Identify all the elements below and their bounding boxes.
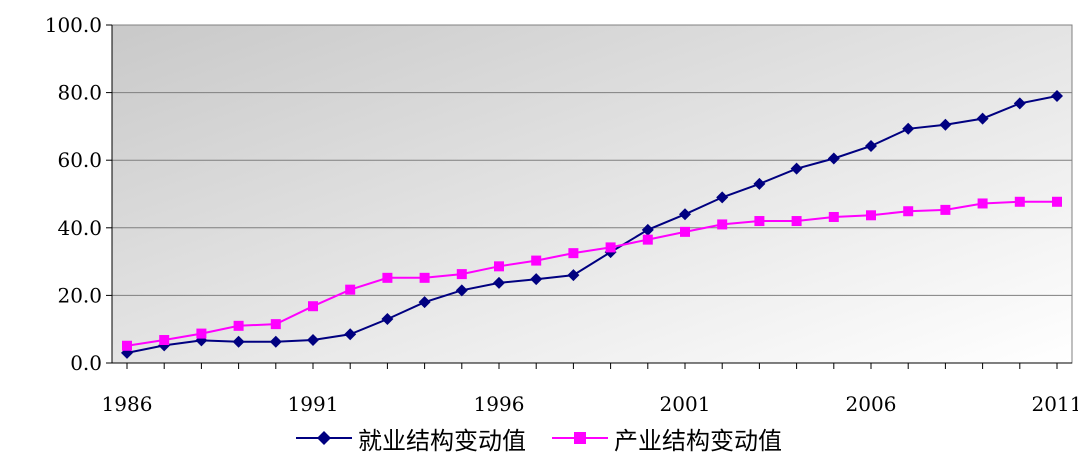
data-point [791, 216, 802, 227]
x-tick-label: 1986 [102, 392, 153, 416]
data-point [939, 118, 952, 131]
data-point [680, 226, 690, 237]
data-point [1013, 97, 1026, 110]
y-tick-label: 60.0 [57, 148, 102, 172]
data-point [530, 273, 543, 286]
data-point [790, 162, 803, 175]
data-point [1014, 196, 1025, 207]
data-point [270, 319, 281, 330]
x-tick-label: 1991 [288, 392, 339, 416]
data-point [642, 234, 653, 245]
y-tick-label: 100.0 [45, 13, 102, 37]
legend-label-industry: 产业结构变动值 [614, 426, 782, 455]
data-point [903, 206, 914, 217]
data-point [232, 335, 245, 348]
data-point [531, 255, 542, 266]
data-point [754, 216, 765, 227]
data-point [605, 242, 616, 253]
data-point [716, 191, 729, 204]
legend-label-employment: 就业结构变动值 [358, 426, 526, 455]
data-point [382, 272, 393, 283]
plot-area [111, 24, 1073, 364]
data-point [269, 335, 282, 348]
data-point [345, 284, 356, 295]
square-marker-icon [552, 432, 608, 444]
data-point [866, 210, 876, 221]
y-tick-labels: 0.0 20.0 40.0 60.0 80.0 100.0 [45, 13, 102, 375]
data-point [307, 334, 319, 347]
y-tick-label: 0.0 [70, 351, 102, 375]
data-point [1051, 89, 1063, 102]
data-point [976, 112, 989, 125]
data-point [122, 340, 132, 351]
diamond-marker-icon [296, 431, 352, 445]
data-point [1052, 196, 1062, 207]
data-point [419, 272, 430, 283]
data-point [717, 219, 728, 230]
data-point [567, 269, 580, 282]
x-tick-label: 2011 [1032, 392, 1078, 416]
data-point [977, 198, 988, 209]
data-point [493, 276, 505, 289]
data-point [827, 152, 840, 165]
data-point [494, 261, 504, 272]
series-2 [122, 196, 1062, 351]
data-point [641, 223, 654, 236]
data-point [455, 284, 468, 297]
data-point [679, 208, 691, 221]
data-point [344, 328, 357, 341]
legend-item-industry: 产业结构变动值 [552, 421, 782, 456]
y-tick-label: 40.0 [57, 216, 102, 240]
x-tick-label: 2001 [660, 392, 711, 416]
x-tick-labels: 1986 1991 1996 2001 2006 2011 [102, 392, 1078, 416]
axes [106, 24, 1072, 369]
x-tick-label: 2006 [846, 392, 897, 416]
data-point [308, 301, 318, 312]
series-1 [121, 89, 1063, 359]
data-point [828, 211, 839, 222]
data-point [196, 328, 207, 339]
gridlines [112, 92, 1072, 296]
legend-item-employment: 就业结构变动值 [296, 421, 526, 456]
data-point [753, 177, 766, 190]
data-point [456, 269, 467, 280]
data-point [381, 313, 394, 326]
series-group [121, 89, 1063, 359]
data-point [940, 204, 951, 215]
data-point [159, 335, 170, 346]
data-point [865, 140, 877, 153]
series-line [126, 95, 1058, 354]
data-point [568, 248, 579, 259]
series-line [126, 200, 1057, 347]
x-tick-label: 1996 [474, 392, 525, 416]
legend: 就业结构变动值 产业结构变动值 [0, 418, 1078, 458]
data-point [902, 122, 915, 135]
y-tick-label: 80.0 [57, 81, 102, 105]
data-point [233, 320, 244, 331]
y-tick-label: 20.0 [57, 283, 102, 307]
data-point [418, 296, 431, 309]
